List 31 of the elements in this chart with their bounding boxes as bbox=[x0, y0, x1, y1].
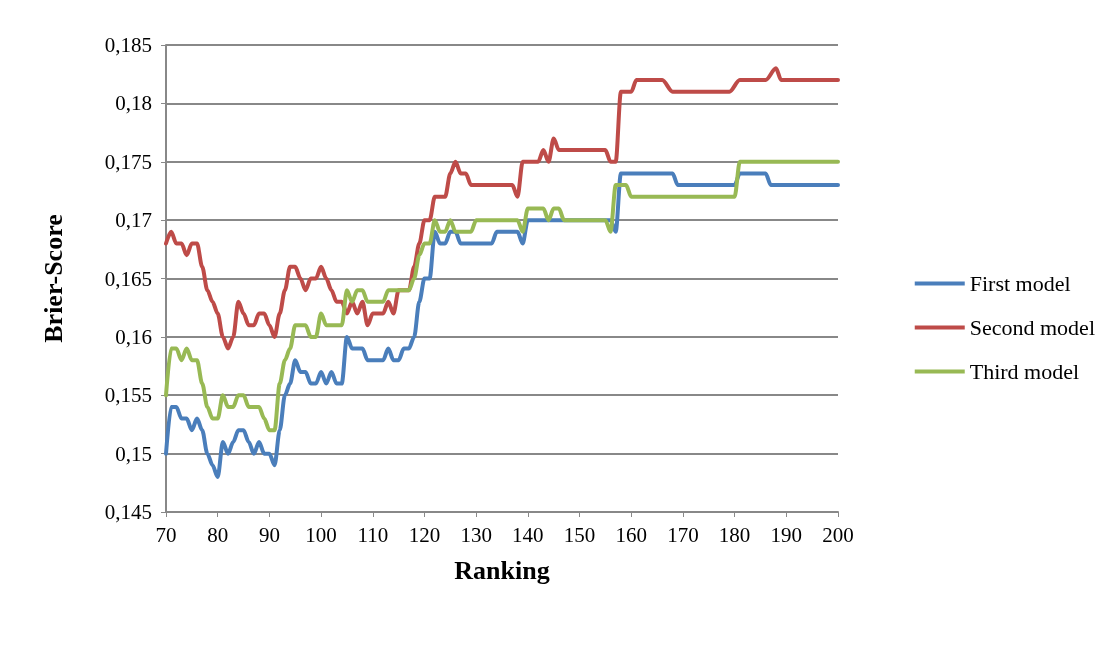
x-tick-label: 80 bbox=[207, 522, 229, 547]
line-series bbox=[164, 171, 840, 479]
x-tick-label: 170 bbox=[667, 522, 699, 547]
x-tick-label: 130 bbox=[460, 522, 492, 547]
legend-label: First model bbox=[969, 271, 1071, 296]
y-tick-label: 0,16 bbox=[115, 324, 152, 349]
x-tick-label: 180 bbox=[718, 522, 751, 547]
x-tick-label: 160 bbox=[615, 522, 647, 547]
line-series bbox=[164, 66, 840, 351]
x-tick-label: 150 bbox=[563, 522, 596, 547]
x-tick-label: 100 bbox=[305, 522, 337, 547]
y-tick-label: 0,17 bbox=[115, 208, 152, 233]
y-tick-label: 0,18 bbox=[115, 91, 152, 116]
y-tick-label: 0,15 bbox=[115, 441, 152, 466]
y-tick-label: 0,175 bbox=[104, 149, 152, 174]
x-tick-label: 70 bbox=[155, 522, 177, 547]
y-tick-label: 0,145 bbox=[104, 500, 152, 524]
x-tick-label: 120 bbox=[408, 522, 441, 547]
x-tick-label: 200 bbox=[822, 522, 854, 547]
x-axis-title: Ranking bbox=[454, 555, 550, 585]
line-series bbox=[164, 159, 840, 433]
legend-label: Third model bbox=[969, 359, 1080, 384]
y-tick-label: 0,155 bbox=[104, 383, 152, 408]
x-tick-label: 140 bbox=[512, 522, 544, 547]
y-tick-label: 0,185 bbox=[104, 33, 152, 57]
x-tick-label: 90 bbox=[258, 522, 280, 547]
y-tick-label: 0,165 bbox=[104, 266, 152, 291]
y-axis-title: Brier-Score bbox=[38, 214, 68, 343]
legend-label: Second model bbox=[969, 315, 1096, 340]
x-tick-label: 110 bbox=[357, 522, 389, 547]
x-tick-label: 190 bbox=[770, 522, 803, 547]
